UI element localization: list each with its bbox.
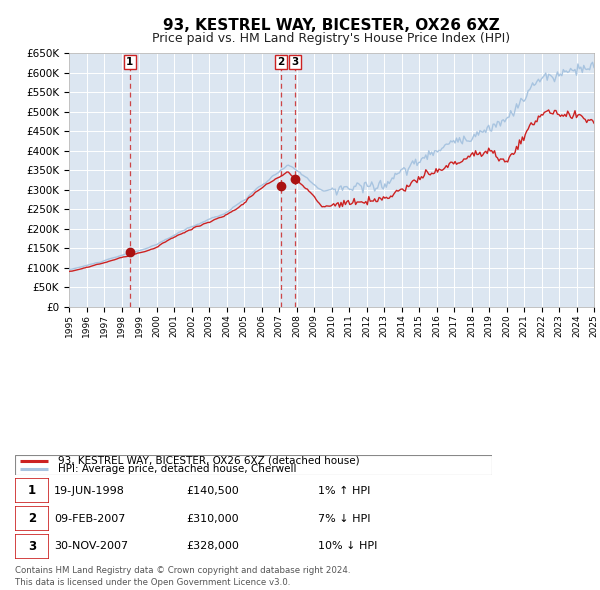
Text: 3: 3 <box>292 57 299 67</box>
Text: 1% ↑ HPI: 1% ↑ HPI <box>318 486 370 496</box>
FancyBboxPatch shape <box>15 506 49 531</box>
Text: 7% ↓ HPI: 7% ↓ HPI <box>318 514 371 523</box>
Text: Contains HM Land Registry data © Crown copyright and database right 2024.: Contains HM Land Registry data © Crown c… <box>15 566 350 575</box>
Text: 1: 1 <box>28 484 36 497</box>
FancyBboxPatch shape <box>15 534 49 559</box>
Text: 2: 2 <box>28 512 36 525</box>
Text: 3: 3 <box>28 540 36 553</box>
Text: £310,000: £310,000 <box>186 514 239 523</box>
Text: 2: 2 <box>277 57 284 67</box>
Text: 93, KESTREL WAY, BICESTER, OX26 6XZ: 93, KESTREL WAY, BICESTER, OX26 6XZ <box>163 18 500 32</box>
Text: 30-NOV-2007: 30-NOV-2007 <box>54 542 128 551</box>
Text: £328,000: £328,000 <box>186 542 239 551</box>
FancyBboxPatch shape <box>15 455 492 475</box>
Text: HPI: Average price, detached house, Cherwell: HPI: Average price, detached house, Cher… <box>58 464 296 474</box>
Text: 93, KESTREL WAY, BICESTER, OX26 6XZ (detached house): 93, KESTREL WAY, BICESTER, OX26 6XZ (det… <box>58 456 359 466</box>
Text: 1: 1 <box>126 57 133 67</box>
FancyBboxPatch shape <box>15 478 49 503</box>
Text: 19-JUN-1998: 19-JUN-1998 <box>54 486 125 496</box>
Text: £140,500: £140,500 <box>186 486 239 496</box>
Text: This data is licensed under the Open Government Licence v3.0.: This data is licensed under the Open Gov… <box>15 578 290 587</box>
Text: 09-FEB-2007: 09-FEB-2007 <box>54 514 125 523</box>
Text: Price paid vs. HM Land Registry's House Price Index (HPI): Price paid vs. HM Land Registry's House … <box>152 32 510 45</box>
Text: 10% ↓ HPI: 10% ↓ HPI <box>318 542 377 551</box>
